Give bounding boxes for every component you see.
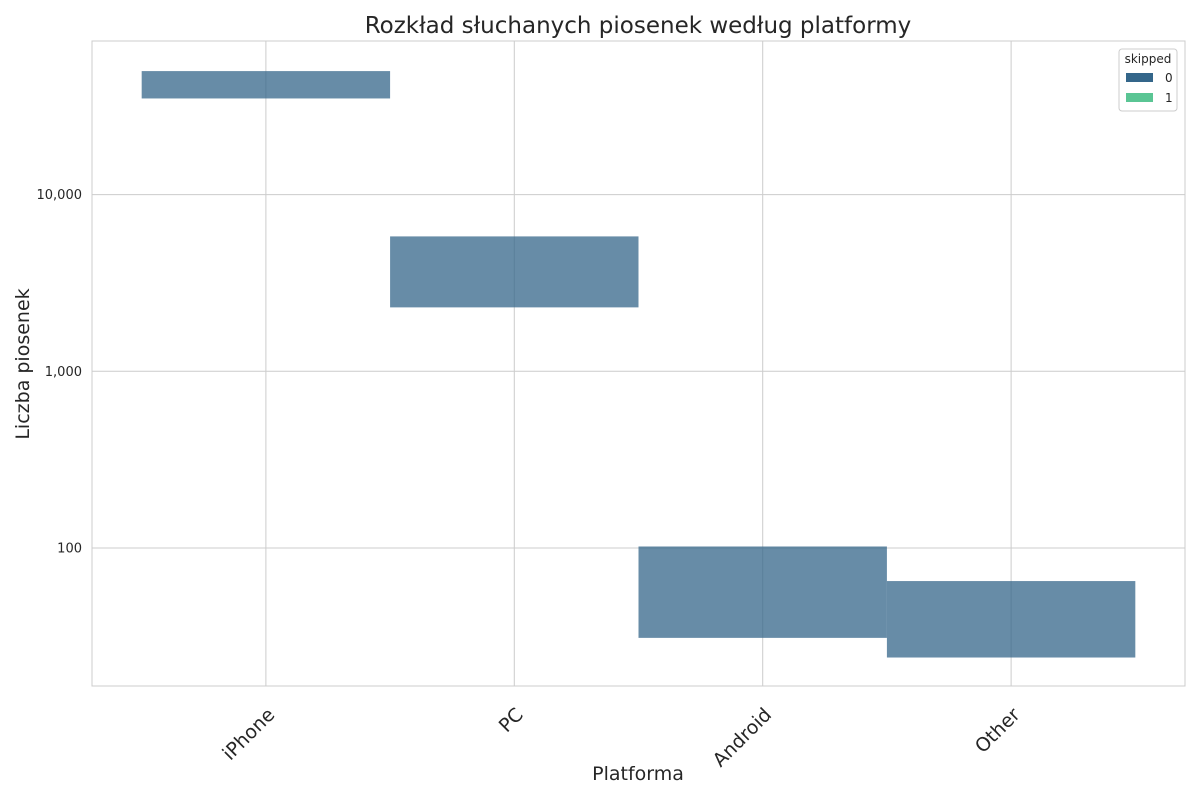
bar-iphone-skipped-0 [141, 71, 391, 99]
bar-pc-skipped-0 [390, 236, 639, 308]
legend-label-0: 0 [1165, 71, 1173, 85]
bar-other-skipped-0 [886, 581, 1136, 658]
y-tick-labels: 100 1,000 10,000 [37, 188, 83, 556]
legend-title: skipped [1125, 52, 1172, 66]
y-tick-label: 1,000 [45, 365, 82, 380]
plot-frame [91, 40, 1186, 687]
y-tick-label: 100 [57, 542, 82, 557]
legend-label-1: 1 [1165, 91, 1173, 105]
y-tick-label: 10,000 [37, 188, 83, 203]
legend-swatch-1 [1126, 93, 1153, 102]
x-axis-label: Platforma [592, 763, 684, 785]
x-tick-label: Android [709, 704, 777, 772]
chart-title: Rozkład słuchanych piosenek według platf… [365, 13, 912, 39]
x-tick-label: PC [495, 704, 528, 737]
x-tick-label: Other [971, 704, 1025, 758]
bar-android-skipped-0 [638, 546, 887, 638]
x-tick-labels: iPhone PC Android Other [218, 704, 1024, 772]
y-axis-label: Liczba piosenek [12, 288, 34, 439]
legend: skipped 0 1 [1118, 48, 1178, 112]
legend-swatch-0 [1126, 73, 1153, 82]
bars [141, 71, 1136, 658]
x-tick-label: iPhone [218, 704, 279, 765]
